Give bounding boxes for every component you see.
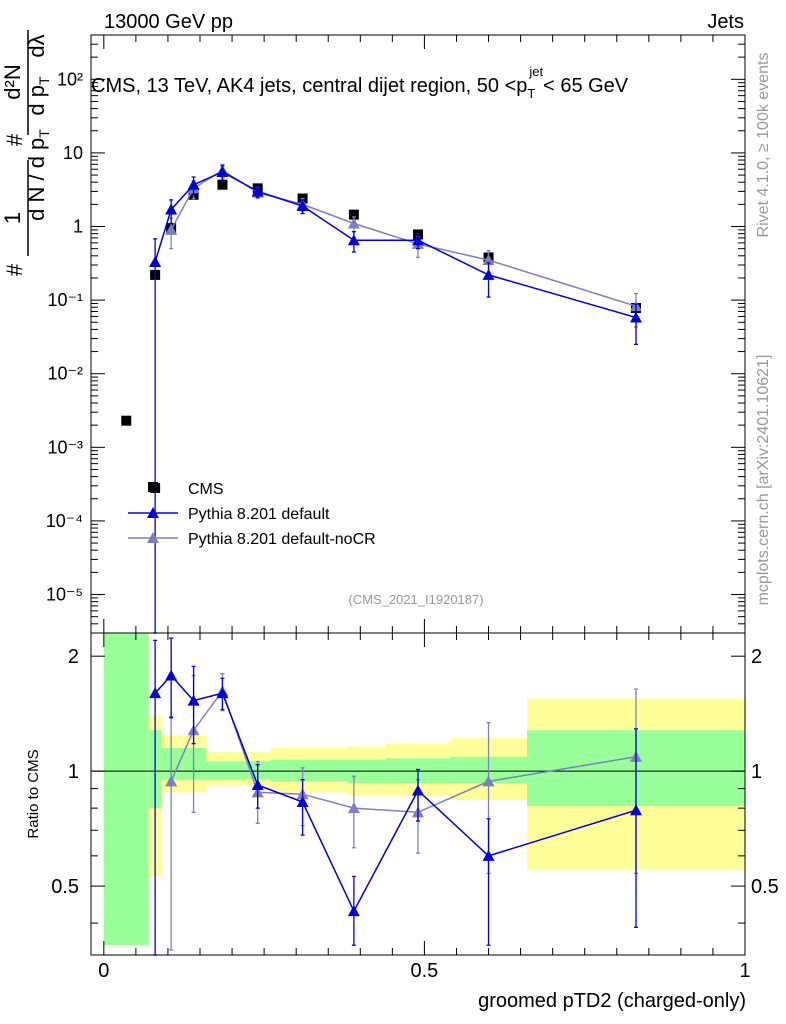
ylabel-dpt: d pT	[24, 76, 52, 116]
rivet-version-label: Rivet 4.1.0, ≥ 100k events	[755, 53, 772, 238]
main-ytick-label: 10	[63, 143, 83, 163]
default-main-point	[251, 185, 264, 197]
title-part-sup: jet	[528, 64, 543, 79]
default-main-point	[216, 166, 229, 178]
default-main-point	[187, 178, 200, 190]
ratio-band-inner	[103, 633, 149, 946]
default-main-point	[149, 255, 162, 267]
nocr-ratio-point	[347, 802, 360, 814]
default-ratio-point	[347, 905, 360, 917]
ylabel-hash-1: #	[2, 263, 27, 276]
ylabel-one: 1	[0, 212, 25, 224]
ylabel-d2n: d²N	[0, 64, 25, 99]
x-axis-label: groomed pTD2 (charged-only)	[478, 990, 746, 1012]
default-ratio-line	[154, 674, 637, 913]
ratio-ylabel: Ratio to CMS	[25, 749, 42, 838]
default-main-point	[482, 268, 495, 280]
ratio-ytick-label: 0.5	[51, 876, 79, 898]
default-ratio-point	[187, 694, 200, 706]
cms-data-point	[121, 415, 132, 426]
ratio-ytick-label: 2	[68, 646, 79, 668]
main-ylabel: 1 d N / d pT # d²N d pT dλ #	[0, 30, 52, 276]
title-part-main: CMS, 13 TeV, AK4 jets, central dijet reg…	[91, 75, 527, 97]
legend-marker-nocr	[147, 532, 159, 543]
title-part-end: < 65 GeV	[543, 75, 629, 97]
default-main-point	[296, 199, 309, 211]
title-part-sub: T	[527, 86, 535, 101]
legend-marker-default	[147, 507, 159, 518]
cms-data-point	[217, 179, 228, 190]
ratio-axes: 0.5 0.5 1 1 2 2 0 0.5 1	[51, 633, 779, 982]
nocr-main-point	[347, 217, 360, 229]
main-ytick-label: 10⁻⁴	[46, 511, 83, 531]
header-left-label: 13000 GeV pp	[104, 11, 233, 33]
default-main-line	[154, 171, 637, 319]
ratio-panel-frame	[90, 632, 746, 956]
default-ratio-point	[251, 778, 264, 790]
main-series-layer	[121, 163, 642, 634]
ratio-ytick-label-right: 0.5	[751, 876, 779, 898]
legend-label-default: Pythia 8.201 default	[188, 506, 330, 523]
ylabel-hash-2: #	[2, 133, 27, 146]
main-ytick-label: 10²	[57, 69, 83, 89]
main-title: CMS, 13 TeV, AK4 jets, central dijet reg…	[91, 64, 629, 101]
x-tick-label: 1	[739, 960, 750, 982]
default-ratio-point	[630, 804, 642, 816]
main-ytick-label: 10⁻²	[47, 364, 83, 384]
default-ratio-point	[296, 796, 309, 808]
legend: CMS Pythia 8.201 default Pythia 8.201 de…	[128, 481, 376, 548]
mcplots-source-label: mcplots.cern.ch [arXiv:2401.10621]	[755, 355, 772, 606]
ylabel-dlambda: dλ	[24, 34, 49, 57]
x-tick-label: 0.5	[411, 960, 439, 982]
ratio-series-layer	[149, 637, 642, 956]
header-right-label: Jets	[707, 11, 744, 33]
legend-label-nocr: Pythia 8.201 default-noCR	[188, 531, 376, 548]
default-main-point	[165, 203, 178, 215]
main-ytick-label: 10⁻¹	[47, 290, 83, 310]
ratio-ytick-label-right: 2	[751, 646, 762, 668]
nocr-ratio-point	[482, 775, 495, 787]
ratio-band-inner	[206, 761, 271, 780]
cms-data-point	[348, 209, 359, 220]
default-main-point	[412, 234, 424, 246]
default-main-point	[630, 311, 642, 323]
nocr-main-point	[165, 223, 178, 235]
default-ratio-point	[149, 687, 162, 699]
legend-label-cms: CMS	[188, 481, 224, 498]
default-ratio-point	[412, 784, 424, 796]
default-ratio-point	[165, 669, 178, 681]
default-main-point	[347, 234, 360, 246]
main-ytick-label: 10⁻³	[47, 437, 83, 457]
main-ytick-label: 1	[73, 217, 83, 237]
analysis-id-label: (CMS_2021_I1920187)	[348, 592, 483, 607]
default-ratio-point	[482, 849, 495, 861]
x-tick-label: 0	[98, 960, 109, 982]
main-ytick-label: 10⁻⁵	[46, 585, 83, 605]
legend-marker-cms	[148, 482, 158, 492]
nocr-main-point	[482, 254, 495, 266]
main-axes: 10⁻⁵ 10⁻⁴ 10⁻³ 10⁻² 10⁻¹ 1 10 10²	[46, 34, 746, 634]
nocr-ratio-point	[165, 775, 178, 787]
ratio-ytick-label: 1	[68, 761, 79, 783]
default-ratio-point	[216, 687, 229, 699]
ratio-ytick-label-right: 1	[751, 761, 762, 783]
ylabel-denominator: d N / d pT	[24, 129, 52, 221]
